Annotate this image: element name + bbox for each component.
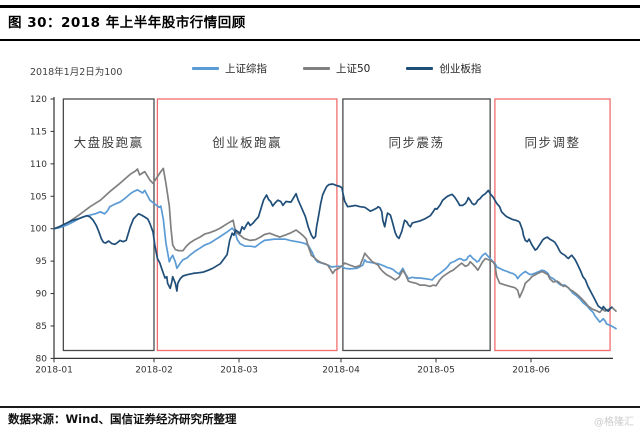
title-top-rule: [0, 5, 640, 8]
y-tick-label: 120: [30, 95, 47, 105]
watermark: @格隆汇: [594, 417, 634, 428]
baseline-note: 2018年1月2日为100: [30, 67, 123, 78]
y-tick-label: 105: [30, 192, 47, 202]
x-tick-label: 2018-02: [135, 365, 173, 375]
line-marker-icon: [303, 66, 330, 71]
annotation-box: [342, 98, 491, 352]
y-tick-label: 90: [36, 290, 48, 300]
y-tick-label: 115: [30, 127, 47, 137]
legend-item-sse50: 上证50: [303, 61, 370, 76]
legend-label: 上证50: [336, 63, 371, 75]
legend-item-chinext: 创业板指: [406, 61, 481, 76]
series-line: [53, 183, 613, 312]
footer-rule: [0, 406, 640, 408]
title-bottom-rule: [0, 39, 640, 41]
annotation-box: [156, 98, 338, 352]
y-tick-label: 80: [36, 354, 48, 364]
legend-item-sse-composite: 上证综指: [192, 61, 267, 76]
annotation-label: 同步震荡: [389, 135, 445, 150]
y-tick-label: 100: [30, 225, 47, 235]
figure-title: 图 30：2018 年上半年股市行情回顾: [8, 15, 246, 31]
y-tick-label: 85: [36, 322, 47, 332]
data-source-note: 数据来源：Wind、国信证券经济研究所整理: [8, 412, 237, 426]
series-line: [53, 188, 617, 330]
y-tick-label: 110: [30, 160, 47, 170]
line-marker-icon: [192, 66, 219, 71]
series-line: [53, 167, 617, 314]
annotation-box: [494, 98, 611, 352]
x-tick-label: 2018-01: [35, 365, 73, 375]
annotation-label: 同步调整: [524, 135, 580, 150]
chart-legend: 上证综指 上证50 创业板指: [192, 61, 481, 76]
y-tick-label: 95: [36, 257, 47, 267]
x-tick-label: 2018-05: [417, 365, 455, 375]
line-marker-icon: [406, 66, 434, 71]
annotation-label: 大盘股跑赢: [74, 135, 144, 150]
x-tick-label: 2018-03: [220, 365, 258, 375]
x-tick-label: 2018-04: [322, 365, 360, 375]
annotation-label: 创业板跑赢: [212, 135, 282, 150]
legend-label: 上证综指: [225, 63, 267, 75]
legend-label: 创业板指: [439, 63, 482, 75]
x-tick-label: 2018-06: [512, 365, 550, 375]
